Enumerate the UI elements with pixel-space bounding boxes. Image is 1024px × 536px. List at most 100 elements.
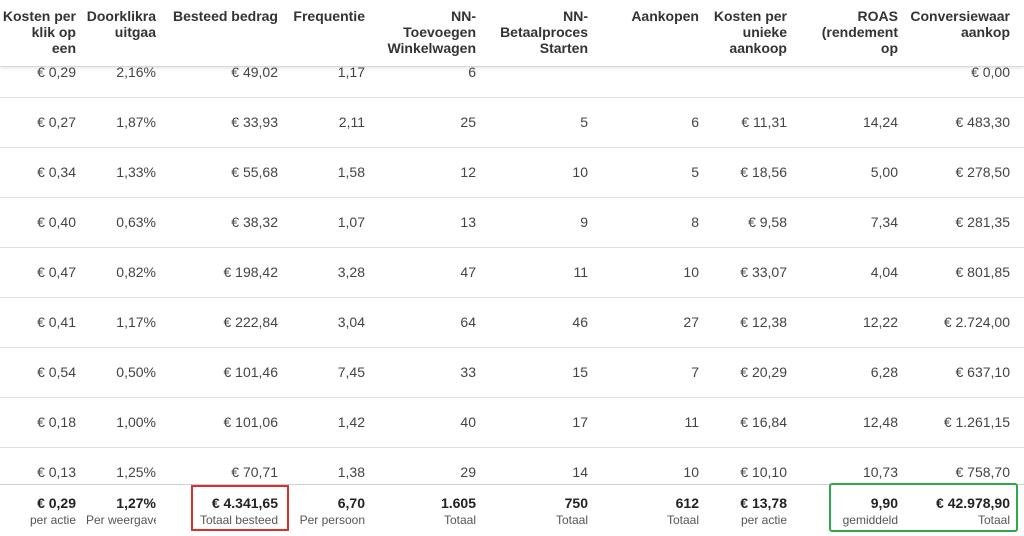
cell-purchases: 11 xyxy=(684,414,699,430)
cell-conversion-value: € 758,70 xyxy=(955,464,1011,480)
table-row[interactable]: € 0,40 0,63% € 38,32 1,07 13 9 8 € 9,58 7,34 € 28… xyxy=(0,197,1024,248)
cell-cost-per-unique-purchase: € 33,07 xyxy=(740,264,787,280)
column-header-line: aankoop xyxy=(729,40,787,56)
column-header-line: Conversiewaar xyxy=(910,8,1010,24)
cell-cost-per-unique-purchase: € 12,38 xyxy=(740,314,787,330)
column-header-line: Doorklikra xyxy=(86,8,156,24)
column-header-checkout-started[interactable]: NN- Betaalproces Starten xyxy=(488,8,588,56)
table-row[interactable]: € 0,18 1,00% € 101,06 1,42 40 17 11 € 16,84 12,4… xyxy=(0,397,1024,448)
total-label-frequency: Per persoon xyxy=(299,513,365,527)
cell-ctr: 0,50% xyxy=(116,364,156,380)
cell-purchases: 10 xyxy=(683,264,699,280)
cell-cost-per-link-click: € 0,41 xyxy=(37,314,76,330)
total-label-purchases: Totaal xyxy=(666,513,699,527)
cell-cost-per-unique-purchase: € 9,58 xyxy=(748,214,787,230)
cell-ctr: 1,33% xyxy=(116,164,156,180)
cell-cost-per-link-click: € 0,34 xyxy=(37,164,76,180)
table-row[interactable]: € 0,13 1,25% € 70,71 1,38 29 14 10 € 10,10 10,73… xyxy=(0,447,1024,484)
total-value-roas: 9,90 xyxy=(870,495,898,511)
cell-amount-spent: € 49,02 xyxy=(231,64,278,80)
cell-conversion-value: € 0,00 xyxy=(971,64,1010,80)
cell-frequency: 1,17 xyxy=(337,64,365,80)
cell-purchases: 8 xyxy=(691,214,699,230)
total-value-add-to-cart: 1.605 xyxy=(440,495,476,511)
cell-amount-spent: € 101,46 xyxy=(223,364,279,380)
column-header-amount-spent[interactable]: Besteed bedrag xyxy=(166,8,278,24)
cell-purchases: 10 xyxy=(683,464,699,480)
cell-conversion-value: € 801,85 xyxy=(955,264,1011,280)
total-value-frequency: 6,70 xyxy=(337,495,365,511)
cell-cost-per-unique-purchase: € 18,56 xyxy=(740,164,787,180)
table-header: Kosten per klik op een Doorklikra uitgaa Best… xyxy=(0,0,1024,67)
table-row[interactable]: € 0,34 1,33% € 55,68 1,58 12 10 5 € 18,56 5,00 € … xyxy=(0,147,1024,198)
column-header-line: Toevoegen xyxy=(403,24,476,40)
cell-frequency: 1,07 xyxy=(337,214,365,230)
cell-conversion-value: € 2.724,00 xyxy=(943,314,1010,330)
cell-purchases: 5 xyxy=(691,164,699,180)
column-header-cost-per-unique-purchase[interactable]: Kosten per unieke aankoop xyxy=(703,8,787,56)
column-header-cost-per-link-click[interactable]: Kosten per klik op een xyxy=(0,8,76,56)
cell-roas: 10,73 xyxy=(862,464,898,480)
column-header-line: een xyxy=(51,40,76,56)
cell-add-to-cart: 40 xyxy=(460,414,476,430)
total-label-cost-per-link-click: per actie xyxy=(29,513,76,527)
cell-ctr: 1,87% xyxy=(116,114,156,130)
cell-checkout-started: 15 xyxy=(572,364,588,380)
cell-add-to-cart: 6 xyxy=(468,64,476,80)
cell-add-to-cart: 47 xyxy=(460,264,476,280)
cell-add-to-cart: 29 xyxy=(460,464,476,480)
cell-checkout-started: 14 xyxy=(572,464,588,480)
column-header-line: uitgaa xyxy=(114,24,156,40)
cell-roas: 12,22 xyxy=(862,314,898,330)
column-header-conversion-value[interactable]: Conversiewaar aankop xyxy=(906,8,1010,40)
column-header-line: NN- xyxy=(451,8,476,24)
cell-roas: 5,00 xyxy=(870,164,898,180)
table-body[interactable]: € 0,29 2,16% € 49,02 1,17 6 € 0,00 € 0,27 1,87%… xyxy=(0,47,1024,484)
cell-amount-spent: € 55,68 xyxy=(231,164,278,180)
table-row[interactable]: € 0,41 1,17% € 222,84 3,04 64 46 27 € 12,38 12,2… xyxy=(0,297,1024,348)
cell-add-to-cart: 12 xyxy=(460,164,476,180)
cell-frequency: 1,58 xyxy=(337,164,365,180)
cell-roas: 14,24 xyxy=(862,114,898,130)
table-row[interactable]: € 0,27 1,87% € 33,93 2,11 25 5 6 € 11,31 14,24 € … xyxy=(0,97,1024,148)
table-row[interactable]: € 0,54 0,50% € 101,46 7,45 33 15 7 € 20,29 6,28 €… xyxy=(0,347,1024,398)
cell-conversion-value: € 1.261,15 xyxy=(943,414,1010,430)
total-label-add-to-cart: Totaal xyxy=(443,513,476,527)
cell-checkout-started: 46 xyxy=(572,314,588,330)
cell-roas: 4,04 xyxy=(870,264,898,280)
total-label-roas: gemiddeld xyxy=(842,513,898,527)
cell-add-to-cart: 33 xyxy=(460,364,476,380)
cell-cost-per-link-click: € 0,40 xyxy=(37,214,76,230)
column-header-line: NN- xyxy=(563,8,588,24)
total-label-cost-per-unique-purchase: per actie xyxy=(740,513,787,527)
cell-cost-per-link-click: € 0,54 xyxy=(37,364,76,380)
cell-cost-per-link-click: € 0,13 xyxy=(37,464,76,480)
total-label-conversion-value: Totaal xyxy=(977,513,1010,527)
column-header-ctr[interactable]: Doorklikra uitgaa xyxy=(86,8,156,40)
cell-amount-spent: € 222,84 xyxy=(223,314,279,330)
cell-cost-per-unique-purchase: € 11,31 xyxy=(741,114,787,130)
total-value-conversion-value: € 42.978,90 xyxy=(936,495,1010,511)
total-value-cost-per-link-click: € 0,29 xyxy=(37,495,76,511)
cell-checkout-started: 17 xyxy=(572,414,588,430)
table-row[interactable]: € 0,47 0,82% € 198,42 3,28 47 11 10 € 33,07 4,04… xyxy=(0,247,1024,298)
cell-checkout-started: 5 xyxy=(580,114,588,130)
column-header-line: Besteed bedrag xyxy=(172,8,278,24)
column-header-add-to-cart[interactable]: NN- Toevoegen Winkelwagen xyxy=(376,8,476,56)
cell-ctr: 2,16% xyxy=(116,64,156,80)
cell-amount-spent: € 70,71 xyxy=(231,464,278,480)
roas-conversion-highlight xyxy=(829,483,1018,532)
column-header-frequency[interactable]: Frequentie xyxy=(285,8,365,24)
column-header-purchases[interactable]: Aankopen xyxy=(619,8,699,24)
column-header-roas[interactable]: ROAS (rendement op xyxy=(814,8,898,56)
cell-ctr: 1,00% xyxy=(116,414,156,430)
column-header-line: Starten xyxy=(539,40,588,56)
table-row-partial[interactable]: € 0,29 2,16% € 49,02 1,17 6 € 0,00 xyxy=(0,47,1024,98)
cell-roas: 7,34 xyxy=(870,214,898,230)
column-header-line: Betaalproces xyxy=(500,24,588,40)
total-label-checkout-started: Totaal xyxy=(555,513,588,527)
cell-ctr: 0,63% xyxy=(116,214,156,230)
cell-frequency: 1,38 xyxy=(337,464,365,480)
cell-amount-spent: € 198,42 xyxy=(223,264,279,280)
column-header-line: (rendement xyxy=(821,24,898,40)
